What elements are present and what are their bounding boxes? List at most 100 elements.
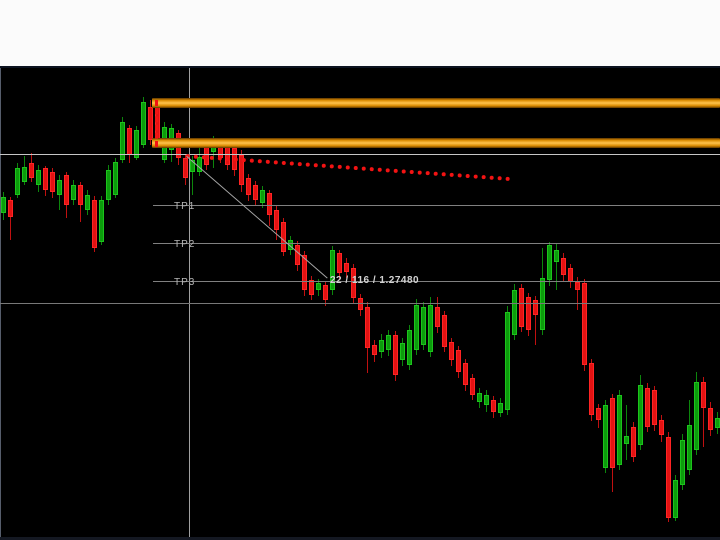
candle-body-bear [449,342,454,360]
candle-body-bull [421,307,426,345]
crosshair-vertical-line[interactable] [189,68,190,540]
candle-body-bull [141,102,146,145]
candle-body-bear [666,437,671,518]
candle-body-bear [92,200,97,248]
candle-body-bear [491,400,496,412]
candle-bull [192,156,193,195]
candle-body-bull [120,122,125,160]
candle-body-bear [372,345,377,355]
candle-body-bull [414,305,419,350]
candle-body-bull [386,335,391,350]
candle-body-bear [610,398,615,468]
candle-body-bear [435,307,440,327]
candle-bull [556,244,557,290]
candle-bear [10,197,11,240]
candle-bear [535,296,536,345]
candle-body-bull [687,425,692,470]
candle-body-bull [379,340,384,352]
candle-body-bear [526,297,531,330]
candle-body-bull [99,200,104,242]
candle-body-bull [106,170,111,200]
candle-body-bear [351,268,356,298]
tp2-line[interactable] [153,243,720,244]
candle-body-bear [148,107,153,140]
candle-body-bear [309,280,314,295]
candle-bull [213,136,214,168]
window-top-border [0,66,720,68]
candle-body-bear [29,163,34,178]
candle-body-bull [505,312,510,410]
candle-body-bull [547,245,552,280]
candle-body-bear [456,350,461,372]
candle-body-bear [596,408,601,420]
candle-body-bull [85,195,90,210]
candle-body-bear [463,363,468,385]
candle-body-bull [512,290,517,335]
supply-zone-lower-band[interactable] [152,138,720,148]
candle-body-bull [680,440,685,485]
candle-body-bear [659,420,664,435]
candle-body-bear [519,288,524,327]
candle-body-bull [57,180,62,195]
candle-body-bear [127,128,132,155]
candle-body-bull [617,395,622,465]
trade-info-label: 22 / 116 / 1.27480 [330,275,420,286]
candle-body-bear [337,253,342,273]
candle-body-bull [134,130,139,158]
candle-body-bear [358,298,363,310]
tp3-label: TP3 [174,277,196,288]
candle-body-bull [71,185,76,200]
candle-body-bear [365,307,370,348]
candle-body-bull [1,197,6,213]
candle-body-bull [400,343,405,360]
candle-body-bull [638,385,643,445]
chart-left-border [0,68,1,540]
candle-body-bull [484,395,489,405]
candle-body-bear [568,268,573,282]
candle-body-bull [36,170,41,185]
candle-body-bull [113,162,118,195]
candle-body-bull [316,283,321,290]
candle-body-bull [554,250,559,262]
candle-body-bull [428,305,433,352]
candle-bear [577,277,578,310]
candle-body-bear [652,390,657,425]
zone-left-edge-dashed-line[interactable] [155,100,158,147]
candle-body-bear [470,378,475,395]
candle-body-bull [694,382,699,450]
candle-body-bear [645,388,650,427]
candle-body-bull [330,250,335,290]
candle-body-bear [701,382,706,408]
candle-body-bull [715,418,720,428]
tp1-line[interactable] [153,205,720,206]
candle-body-bear [533,300,538,315]
candle-body-bear [575,282,580,290]
candle-body-bear [239,155,244,185]
chart-bottom-edge [0,537,720,540]
candle-body-bear [344,263,349,272]
candle-body-bear [302,255,307,290]
candle-body-bear [64,175,69,205]
candle-body-bull [624,436,629,444]
candle-body-bear [183,158,188,178]
candle-body-bull [603,405,608,468]
candle-body-bear [246,178,251,195]
candle-body-bull [260,190,265,203]
tp2-label: TP2 [174,239,196,250]
top-white-strip [0,0,720,66]
tp3-line[interactable] [153,281,720,282]
candle-bull [626,405,627,460]
crosshair-horizontal-line[interactable] [0,154,720,155]
candle-body-bear [78,185,83,205]
candle-body-bull [498,403,503,413]
candle-bear [703,377,704,447]
lower-horizontal-line[interactable] [0,303,720,304]
candle-body-bull [407,330,412,365]
supply-zone-upper-band[interactable] [152,98,720,108]
candle-body-bear [323,285,328,300]
candle-body-bull [673,480,678,518]
candle-body-bear [589,363,594,415]
candle-body-bull [22,167,27,182]
